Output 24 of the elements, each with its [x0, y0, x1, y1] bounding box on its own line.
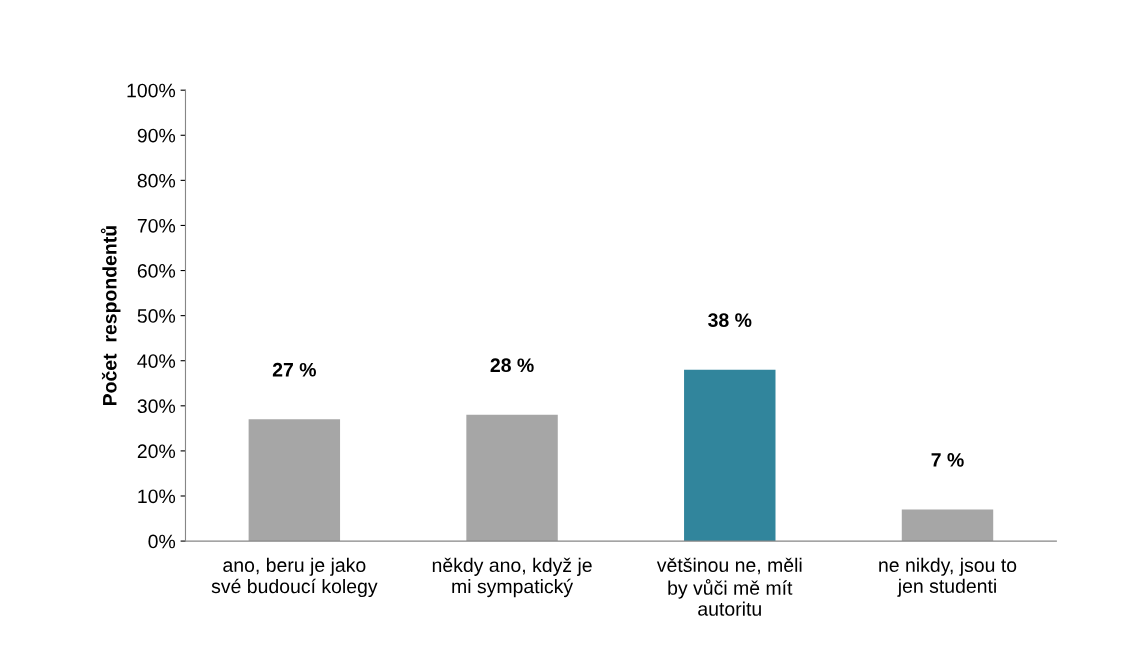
bar — [248, 419, 341, 542]
bar — [901, 509, 994, 542]
data-label: 38 % — [708, 313, 752, 328]
x-tick-label: ne nikdy, jsou to jen studenti — [879, 557, 1017, 597]
data-label: 27 % — [272, 362, 316, 377]
data-label: 28 % — [490, 358, 534, 373]
y-tick-label: 0% — [148, 534, 176, 549]
x-tick-label: většinou ne, měli by vůči mě mít autoritu — [656, 557, 802, 616]
x-tick-label: ano, beru je jako své budoucí kolegy — [211, 557, 378, 598]
y-tick-label: 10% — [138, 489, 176, 504]
y-tick-label: 70% — [137, 218, 176, 233]
y-tick-label: 30% — [137, 399, 176, 414]
y-tick-label: 100% — [127, 83, 176, 98]
bar — [684, 369, 776, 542]
y-axis-title: Počet respondentů — [100, 226, 121, 406]
data-label: 7 % — [931, 453, 964, 467]
y-tick-label: 50% — [137, 309, 176, 323]
y-tick-label: 40% — [137, 354, 176, 368]
bar — [466, 414, 558, 542]
y-tick-label: 90% — [137, 128, 176, 143]
y-tick-label: 20% — [137, 444, 176, 459]
y-tick-label: 80% — [137, 173, 176, 188]
y-tick-label: 60% — [137, 264, 176, 278]
x-tick-label: někdy ano, když je mi sympatický — [432, 557, 592, 598]
